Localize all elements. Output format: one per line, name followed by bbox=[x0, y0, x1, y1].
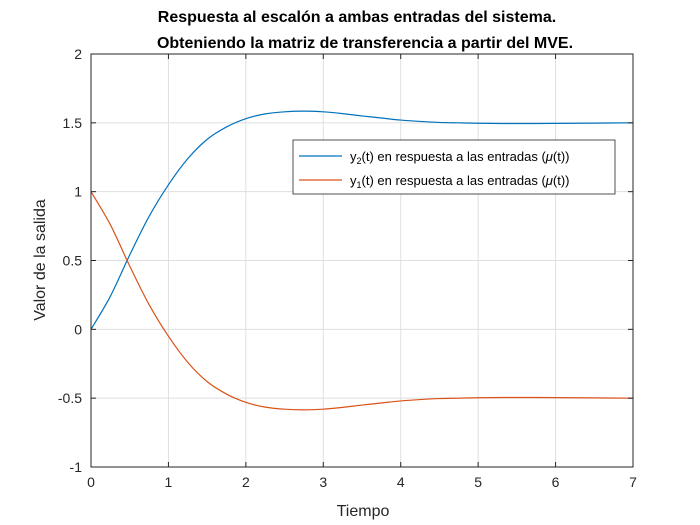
x-tick-label: 6 bbox=[552, 474, 560, 490]
legend-y1-prefix: y bbox=[350, 173, 357, 188]
legend-box bbox=[292, 139, 616, 195]
legend-entry-y2: y2(t) en respuesta a las entradas (μ(t)) bbox=[350, 149, 570, 166]
tick-labels: 0 1 2 3 4 5 6 7 -1 -0.5 0 0.5 1 1.5 2 bbox=[58, 46, 637, 490]
y-tick-label: 1.5 bbox=[63, 115, 83, 131]
legend-y2-mu: μ bbox=[545, 149, 553, 164]
x-tick-label: 4 bbox=[397, 474, 405, 490]
y-tick-label: 0.5 bbox=[63, 253, 83, 269]
y-axis-label: Valor de la salida bbox=[32, 199, 49, 321]
legend-y2-tail: (t)) bbox=[553, 149, 570, 164]
legend-y2-prefix: y bbox=[350, 149, 357, 164]
legend-y1-mu: μ bbox=[545, 173, 553, 188]
x-tick-label: 7 bbox=[629, 474, 637, 490]
y-tick-label: -1 bbox=[70, 459, 83, 475]
legend-y2-suffix: (t) en respuesta a las entradas ( bbox=[362, 149, 547, 164]
legend-entry-y1: y1(t) en respuesta a las entradas (μ(t)) bbox=[350, 173, 570, 190]
legend-y1-tail: (t)) bbox=[553, 173, 570, 188]
y-tick-label: 1 bbox=[74, 184, 82, 200]
legend-y1-subscript: 1 bbox=[357, 180, 362, 190]
x-tick-label: 1 bbox=[165, 474, 173, 490]
x-tick-label: 3 bbox=[319, 474, 327, 490]
x-tick-label: 0 bbox=[87, 474, 95, 490]
x-axis-label: Tiempo bbox=[337, 503, 390, 520]
y-tick-label: -0.5 bbox=[58, 390, 82, 406]
x-tick-label: 5 bbox=[474, 474, 482, 490]
series-layer bbox=[90, 110, 634, 411]
y-tick-label: 2 bbox=[74, 46, 82, 62]
tick-marks bbox=[90, 53, 634, 468]
y-tick-label: 0 bbox=[74, 321, 82, 337]
legend-y1-suffix: (t) en respuesta a las entradas ( bbox=[362, 173, 547, 188]
legend: y2(t) en respuesta a las entradas (μ(t))… bbox=[292, 139, 616, 195]
series-line-y1 bbox=[90, 191, 634, 411]
chart-title-line-1: Respuesta al escalón a ambas entradas de… bbox=[158, 9, 556, 26]
series-line-y2 bbox=[90, 110, 634, 330]
chart-title-line-2: Obteniendo la matriz de transferencia a … bbox=[157, 35, 573, 52]
legend-y2-subscript: 2 bbox=[357, 156, 362, 166]
x-tick-label: 2 bbox=[242, 474, 250, 490]
